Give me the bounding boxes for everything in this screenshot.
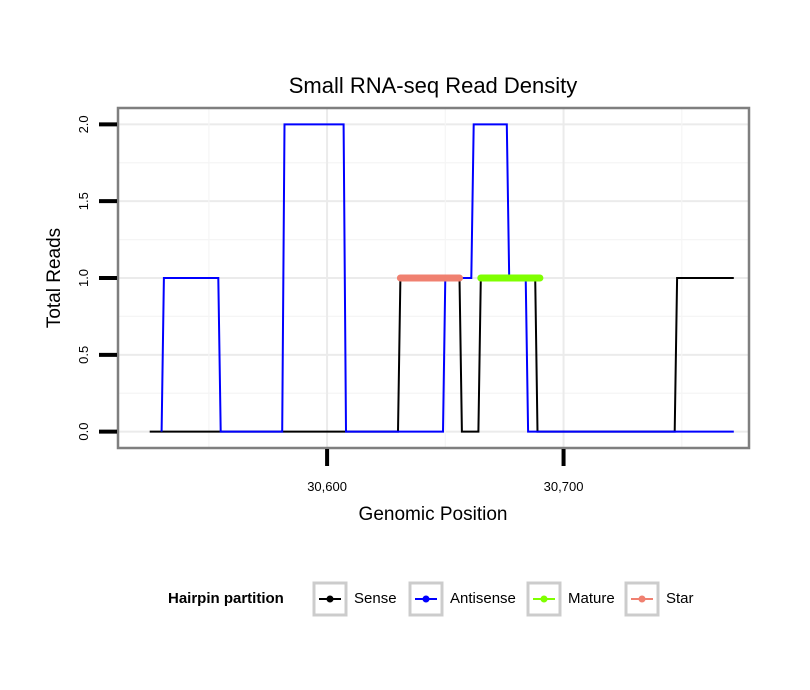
legend-key-dot [638,595,646,603]
legend-key-star [624,581,660,617]
series-layer [149,123,734,433]
legend-key-antisense [408,581,444,617]
legend-label-antisense: Antisense [450,590,516,607]
legend-label-mature: Mature [568,590,615,607]
x-tick-label: 30,600 [307,479,347,494]
y-tick-label: 2.0 [76,115,91,133]
legend-title: Hairpin partition [168,590,284,607]
y-tick-label: 0.5 [76,346,91,364]
x-axis-label: Genomic Position [359,504,508,525]
legend-key-dot [326,595,334,603]
y-tick-label: 0.0 [76,423,91,441]
x-axis: 30,600 30,700 [307,449,583,494]
y-axis-label: Total Reads [44,228,65,328]
legend-key-sense [312,581,348,617]
y-tick-label: 1.5 [76,192,91,210]
series-sense-line [149,277,734,433]
legend: Hairpin partition Sense Antisense Mature St… [168,581,694,617]
legend-key-dot [540,595,548,603]
legend-key-dot [422,595,430,603]
legend-label-star: Star [666,590,694,607]
legend-key-mature [526,581,562,617]
y-axis: 0.0 0.5 1.0 1.5 2.0 [76,115,117,441]
y-tick-label: 1.0 [76,269,91,287]
chart-title: Small RNA-seq Read Density [289,73,578,98]
legend-label-sense: Sense [354,590,397,607]
plot-panel-border [116,106,751,450]
x-tick-label: 30,700 [544,479,584,494]
